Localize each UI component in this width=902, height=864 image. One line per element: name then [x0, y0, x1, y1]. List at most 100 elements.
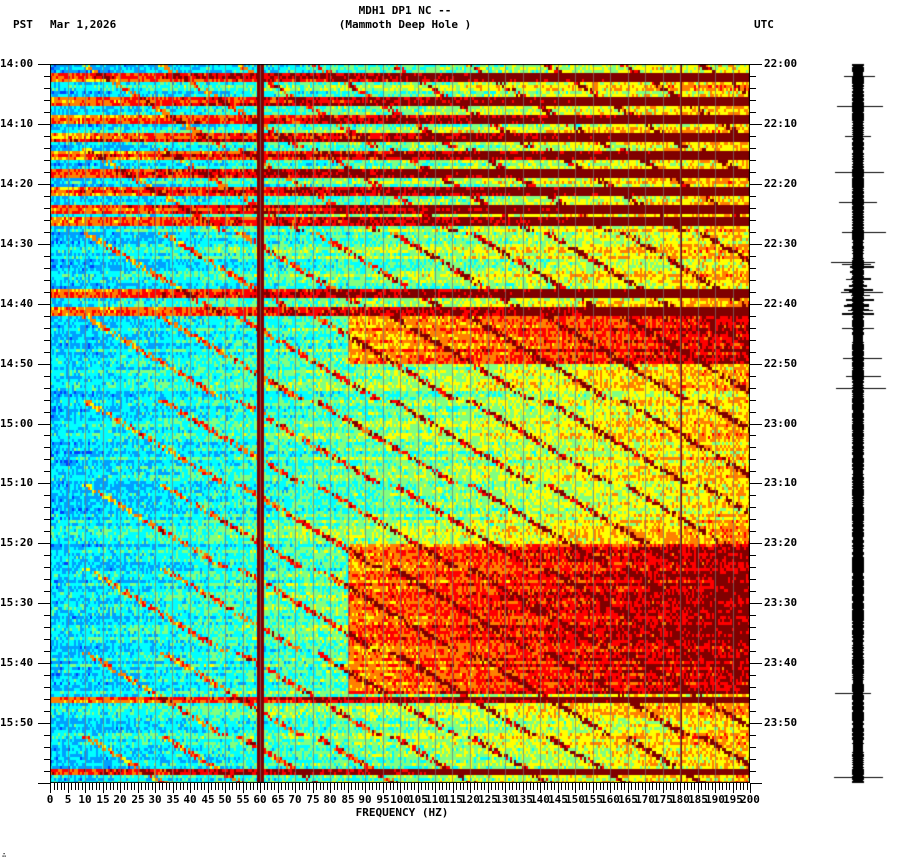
tick — [523, 783, 524, 793]
tick — [649, 783, 650, 790]
tick — [44, 172, 50, 173]
tick — [750, 352, 756, 353]
tick — [400, 783, 401, 793]
utc-tick-label: 23:30 — [764, 597, 797, 609]
tick — [411, 783, 412, 790]
tick — [750, 531, 756, 532]
tick — [617, 783, 618, 790]
tick — [253, 783, 254, 790]
tick — [750, 675, 756, 676]
tick — [260, 783, 261, 793]
tick — [719, 783, 720, 790]
tick — [750, 459, 756, 460]
tick — [750, 412, 756, 413]
tick — [89, 783, 90, 790]
tick — [61, 783, 62, 790]
tick — [705, 783, 706, 790]
tick — [194, 783, 195, 790]
tick — [278, 783, 279, 793]
tick — [44, 711, 50, 712]
tick — [750, 735, 756, 736]
tick — [264, 783, 265, 790]
pst-tick-label: 15:00 — [0, 418, 33, 430]
tick — [44, 388, 50, 389]
tick — [642, 783, 643, 790]
tick — [38, 663, 50, 664]
tick — [44, 256, 50, 257]
tick — [127, 783, 128, 790]
tick — [404, 783, 405, 790]
tick — [44, 771, 50, 772]
tick — [337, 783, 338, 790]
tick — [38, 184, 50, 185]
tick — [229, 783, 230, 790]
tick — [477, 783, 478, 790]
tick — [638, 783, 639, 790]
tick — [418, 783, 419, 793]
tick — [691, 783, 692, 790]
tick — [44, 376, 50, 377]
pst-tick-label: 15:50 — [0, 717, 33, 729]
tick — [44, 220, 50, 221]
tick — [750, 627, 756, 628]
tick — [449, 783, 450, 790]
tick — [44, 567, 50, 568]
tick — [750, 567, 756, 568]
tick — [750, 196, 756, 197]
tick — [166, 783, 167, 790]
tick — [386, 783, 387, 790]
tick — [747, 783, 748, 790]
tick — [442, 783, 443, 790]
tick — [44, 148, 50, 149]
tick — [38, 723, 50, 724]
tick — [358, 783, 359, 790]
tick — [44, 639, 50, 640]
tick — [44, 759, 50, 760]
tick — [44, 699, 50, 700]
tick — [575, 783, 576, 793]
tick — [44, 136, 50, 137]
tick — [750, 148, 756, 149]
tick — [607, 783, 608, 790]
tick — [624, 783, 625, 790]
tick — [750, 232, 756, 233]
tick — [44, 555, 50, 556]
tick — [38, 124, 50, 125]
tick — [582, 783, 583, 790]
site-title: (Mammoth Deep Hole ) — [0, 19, 856, 31]
tick — [44, 507, 50, 508]
tick — [320, 783, 321, 790]
pst-tick-label: 14:20 — [0, 178, 33, 190]
tick — [614, 783, 615, 790]
tick — [481, 783, 482, 790]
tick — [750, 400, 756, 401]
tick — [44, 687, 50, 688]
pst-tick-label: 14:00 — [0, 58, 33, 70]
freq-tick-label: 200 — [738, 794, 762, 806]
tick — [316, 783, 317, 790]
tick — [44, 400, 50, 401]
tick — [551, 783, 552, 790]
tick — [750, 723, 762, 724]
tick — [600, 783, 601, 790]
tick — [533, 783, 534, 790]
tick — [106, 783, 107, 790]
tick — [44, 459, 50, 460]
tick — [225, 783, 226, 793]
utc-tick-label: 22:30 — [764, 238, 797, 250]
tick — [750, 639, 756, 640]
tick — [295, 783, 296, 793]
tick — [64, 783, 65, 790]
tick — [369, 783, 370, 790]
tick — [603, 783, 604, 790]
tick — [498, 783, 499, 790]
tick — [44, 100, 50, 101]
tick — [173, 783, 174, 793]
tick — [38, 244, 50, 245]
tick — [288, 783, 289, 790]
tick — [313, 783, 314, 793]
tick — [750, 184, 762, 185]
tick — [134, 783, 135, 790]
tick — [414, 783, 415, 790]
tick — [470, 783, 471, 793]
